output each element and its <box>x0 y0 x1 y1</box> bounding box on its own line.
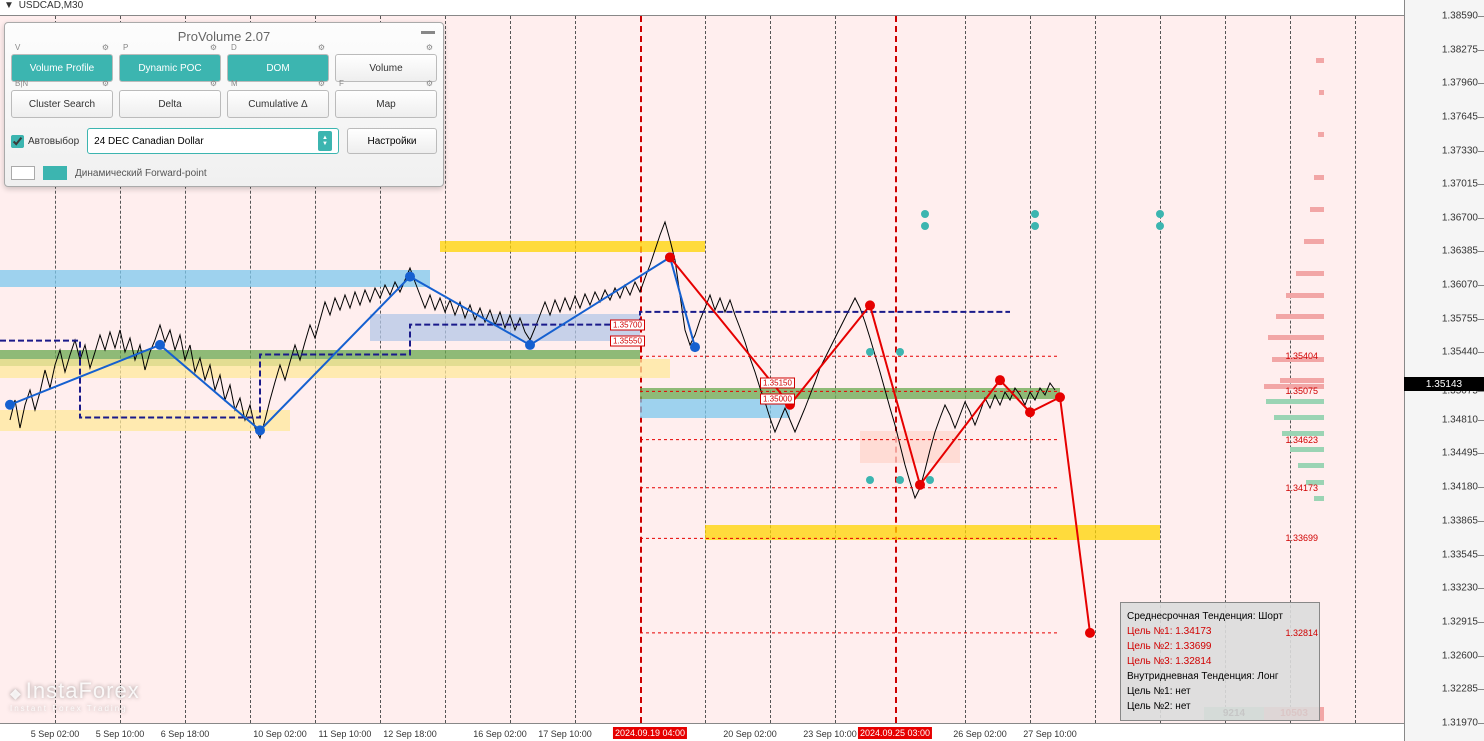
inline-price-label: 1.35150 <box>760 378 795 389</box>
settings-button[interactable]: Настройки <box>347 128 437 154</box>
intra-trend-label: Внутридневная Тенденция: Лонг <box>1127 669 1313 684</box>
panel-btn-volume-profile[interactable]: V⚙Volume Profile <box>11 54 113 82</box>
poc-dot <box>921 222 929 230</box>
inline-price-label: 1.35550 <box>610 335 645 346</box>
fwdpoint-label: Динамический Forward-point <box>75 168 207 179</box>
price-zone <box>860 431 960 463</box>
provolume-panel: ProVolume 2.07 V⚙Volume ProfileP⚙Dynamic… <box>4 22 444 187</box>
poc-dot <box>1156 222 1164 230</box>
price-label: 1.35404 <box>1285 351 1318 361</box>
price-zone <box>370 314 640 341</box>
price-label: 1.34173 <box>1285 483 1318 493</box>
contract-select[interactable]: 24 DEC Canadian Dollar ▲▼ <box>87 128 339 154</box>
ytick: 1.38590 <box>1442 11 1478 22</box>
xtick: 12 Sep 18:00 <box>383 729 437 739</box>
ytick: 1.38275 <box>1442 44 1478 55</box>
panel-btn-cumulative-δ[interactable]: M⚙Cumulative Δ <box>227 90 329 118</box>
ytick: 1.33230 <box>1442 583 1478 594</box>
poc-dot <box>1156 210 1164 218</box>
instaforex-logo: ◆InstaForex Instant Forex Trading <box>10 678 140 713</box>
panel-btn-delta[interactable]: ⚙Delta <box>119 90 221 118</box>
ytick: 1.35755 <box>1442 313 1478 324</box>
mid-target-3: Цель №3: 1.32814 <box>1127 654 1313 669</box>
ytick: 1.31970 <box>1442 718 1478 729</box>
xtick: 20 Sep 02:00 <box>723 729 777 739</box>
symbol-label: USDCAD,M30 <box>19 0 83 11</box>
poc-dot <box>926 476 934 484</box>
xtick: 27 Sep 10:00 <box>1023 729 1077 739</box>
poc-dot <box>866 476 874 484</box>
ytick: 1.34495 <box>1442 448 1478 459</box>
chart-area[interactable]: ▼ USDCAD,M30 1.35700 1.35550 1.35150 1.3500… <box>0 0 1404 741</box>
ytick: 1.37960 <box>1442 78 1478 89</box>
ytick: 1.33865 <box>1442 515 1478 526</box>
xtick: 2024.09.19 04:00 <box>613 727 687 739</box>
panel-btn-dom[interactable]: D⚙DOM <box>227 54 329 82</box>
ytick: 1.35440 <box>1442 347 1478 358</box>
ytick: 1.32600 <box>1442 650 1478 661</box>
ytick: 1.36385 <box>1442 246 1478 257</box>
color-swatch-2 <box>43 166 67 180</box>
intra-target-1: Цель №1: нет <box>1127 684 1313 699</box>
minimize-icon[interactable] <box>421 31 435 34</box>
panel-btn-volume[interactable]: ⚙Volume <box>335 54 437 82</box>
price-zone <box>0 359 670 378</box>
ytick: 1.34180 <box>1442 481 1478 492</box>
ytick: 1.37645 <box>1442 111 1478 122</box>
xtick: 16 Sep 02:00 <box>473 729 527 739</box>
panel-title: ProVolume 2.07 <box>5 23 443 50</box>
poc-dot <box>1031 210 1039 218</box>
ytick: 1.32285 <box>1442 684 1478 695</box>
xtick: 26 Sep 02:00 <box>953 729 1007 739</box>
price-zone <box>0 270 430 287</box>
price-label: 1.34623 <box>1285 435 1318 445</box>
inline-price-label: 1.35700 <box>610 319 645 330</box>
mid-target-2: Цель №2: 1.33699 <box>1127 639 1313 654</box>
x-axis: 5 Sep 02:00 5 Sep 10:00 6 Sep 18:00 10 Sep … <box>0 723 1404 741</box>
ytick: 1.32915 <box>1442 617 1478 628</box>
ytick: 1.37015 <box>1442 179 1478 190</box>
price-zone <box>640 388 1060 400</box>
price-label: 1.32814 <box>1285 628 1318 638</box>
price-label: 1.35075 <box>1285 386 1318 396</box>
price-zone <box>0 410 290 431</box>
symbol-bar: ▼ USDCAD,M30 <box>0 0 1404 16</box>
xtick: 5 Sep 10:00 <box>96 729 145 739</box>
current-price-marker: 1.35143 <box>1404 377 1484 391</box>
autoselect-checkbox[interactable]: Автовыбор <box>11 135 79 148</box>
panel-btn-dynamic-poc[interactable]: P⚙Dynamic POC <box>119 54 221 82</box>
color-swatch-1 <box>11 166 35 180</box>
xtick: 11 Sep 10:00 <box>319 729 372 739</box>
xtick: 5 Sep 02:00 <box>31 729 80 739</box>
poc-dot <box>896 348 904 356</box>
inline-price-label: 1.35000 <box>760 394 795 405</box>
panel-btn-cluster-search[interactable]: B|N⚙Cluster Search <box>11 90 113 118</box>
y-axis: 1.38590 1.38275 1.37960 1.37645 1.37330 1.370… <box>1404 0 1484 741</box>
ytick: 1.33545 <box>1442 549 1478 560</box>
xtick: 6 Sep 18:00 <box>161 729 210 739</box>
price-zone <box>440 241 705 252</box>
price-label: 1.33699 <box>1285 533 1318 543</box>
ytick: 1.36700 <box>1442 212 1478 223</box>
ytick: 1.37330 <box>1442 145 1478 156</box>
ytick: 1.34810 <box>1442 414 1478 425</box>
panel-btn-map[interactable]: F⚙Map <box>335 90 437 118</box>
xtick: 10 Sep 02:00 <box>253 729 307 739</box>
price-zone <box>705 525 1160 540</box>
trend-info-box: Среднесрочная Тенденция: Шорт Цель №1: 1… <box>1120 602 1320 721</box>
xtick: 17 Sep 10:00 <box>538 729 592 739</box>
mid-trend-label: Среднесрочная Тенденция: Шорт <box>1127 609 1313 624</box>
xtick: 23 Sep 10:00 <box>803 729 857 739</box>
ytick: 1.36070 <box>1442 280 1478 291</box>
intra-target-2: Цель №2: нет <box>1127 699 1313 714</box>
poc-dot <box>896 476 904 484</box>
xtick: 2024.09.25 03:00 <box>858 727 932 739</box>
poc-dot <box>866 348 874 356</box>
dropdown-arrow[interactable]: ▼ <box>4 0 14 11</box>
poc-dot <box>921 210 929 218</box>
poc-dot <box>1031 222 1039 230</box>
